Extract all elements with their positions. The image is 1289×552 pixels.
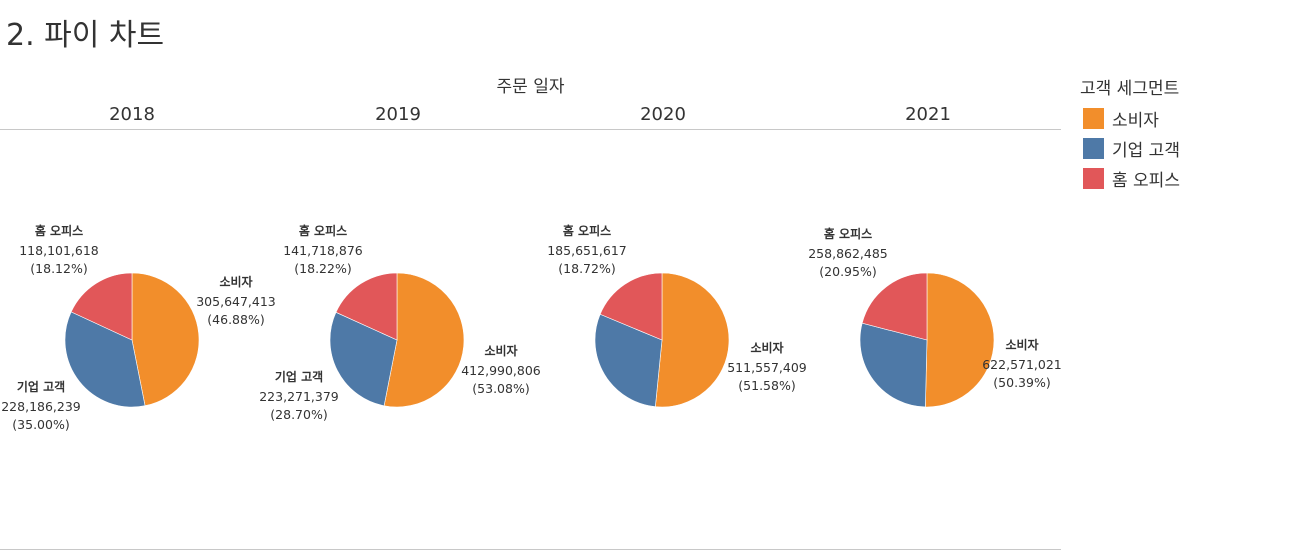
pie-label-2018-corporate: 기업 고객 228,186,239 (35.00%) (1, 379, 81, 432)
legend: 고객 세그먼트 소비자 기업 고객 홈 오피스 (1080, 74, 1180, 193)
pie-slice-2019-consumer[interactable] (383, 272, 465, 408)
legend-item-consumer[interactable]: 소비자 (1080, 103, 1180, 133)
pie-slice-2020-home-office[interactable] (599, 272, 663, 341)
column-header: 주문 일자 (496, 77, 565, 97)
pie-label-2018-home-office: 홈 오피스 118,101,618 (18.12%) (19, 223, 99, 276)
year-header-2019: 2019 (375, 104, 421, 125)
slice-label-name: 홈 오피스 (824, 226, 872, 241)
page-title: 2. 파이 차트 (6, 18, 165, 53)
slice-label-percent: (51.58%) (738, 378, 795, 393)
slice-label-name: 소비자 (750, 340, 783, 355)
slice-label-name: 소비자 (1005, 337, 1038, 352)
slice-label-value: 118,101,618 (19, 243, 99, 258)
slice-label-value: 185,651,617 (547, 243, 627, 258)
year-header-2020: 2020 (640, 104, 686, 125)
slice-label-value: 228,186,239 (1, 399, 81, 414)
pie-slice-2018-consumer[interactable] (131, 272, 200, 407)
slice-label-percent: (46.88%) (207, 312, 264, 327)
pie-label-2020-home-office: 홈 오피스 185,651,617 (18.72%) (547, 223, 627, 276)
legend-swatch-corporate (1083, 137, 1104, 159)
pie-label-2019-corporate: 기업 고객 223,271,379 (28.70%) (259, 369, 339, 422)
slice-label-name: 소비자 (219, 274, 252, 289)
slice-label-value: 223,271,379 (259, 389, 339, 404)
slice-label-percent: (28.70%) (270, 407, 327, 422)
slice-label-percent: (20.95%) (819, 264, 876, 279)
slice-label-name: 소비자 (484, 343, 517, 358)
slice-label-value: 622,571,021 (982, 357, 1061, 372)
slice-label-percent: (35.00%) (12, 417, 69, 432)
pie-charts: 소비자 305,647,413 (46.88%) 기업 고객 228,186,239 (3… (1, 223, 1061, 432)
pie-slice-2019-home-office[interactable] (335, 272, 398, 341)
slice-label-name: 홈 오피스 (299, 223, 347, 238)
slice-label-name: 기업 고객 (275, 369, 323, 384)
legend-label-consumer: 소비자 (1112, 110, 1159, 131)
slice-label-percent: (18.22%) (294, 261, 351, 276)
pie-label-2018-consumer: 소비자 305,647,413 (46.88%) (196, 274, 276, 327)
year-header-2018: 2018 (109, 104, 155, 125)
pie-slice-2018-corporate[interactable] (64, 311, 146, 408)
slice-label-value: 305,647,413 (196, 294, 276, 309)
slice-label-value: 511,557,409 (727, 360, 807, 375)
pie-label-2019-consumer: 소비자 412,990,806 (53.08%) (461, 343, 541, 396)
slice-label-name: 홈 오피스 (563, 223, 611, 238)
legend-label-corporate: 기업 고객 (1112, 140, 1180, 161)
legend-swatch-home-office (1083, 167, 1104, 189)
legend-title: 고객 세그먼트 (1080, 79, 1180, 99)
pie-slice-2018-home-office[interactable] (70, 272, 133, 341)
pie-slice-2021-consumer[interactable] (925, 272, 995, 408)
header-divider (0, 129, 1061, 130)
pie-label-2020-consumer: 소비자 511,557,409 (51.58%) (727, 340, 807, 393)
slice-label-name: 기업 고객 (17, 379, 65, 394)
slice-label-value: 412,990,806 (461, 363, 541, 378)
pie-slice-2021-home-office[interactable] (861, 272, 928, 341)
legend-item-corporate[interactable]: 기업 고객 (1080, 133, 1180, 163)
pie-label-2021-home-office: 홈 오피스 258,862,485 (20.95%) (808, 226, 888, 279)
pie-slice-2020-corporate[interactable] (594, 313, 663, 407)
slice-label-value: 141,718,876 (283, 243, 363, 258)
pie-slice-2019-corporate[interactable] (329, 311, 398, 407)
slice-label-value: 258,862,485 (808, 246, 888, 261)
slice-label-percent: (18.72%) (558, 261, 615, 276)
pie-slice-2021-corporate[interactable] (859, 322, 928, 408)
year-header-2021: 2021 (905, 104, 951, 125)
slice-label-percent: (18.12%) (30, 261, 87, 276)
legend-item-home-office[interactable]: 홈 오피스 (1080, 163, 1180, 193)
slice-label-percent: (53.08%) (472, 381, 529, 396)
legend-swatch-consumer (1083, 107, 1104, 129)
slice-label-percent: (50.39%) (993, 375, 1050, 390)
bottom-divider (0, 549, 1061, 550)
pie-slice-2020-consumer[interactable] (655, 272, 730, 408)
pie-label-2021-consumer: 소비자 622,571,021 (50.39%) (982, 337, 1061, 390)
pie-label-2019-home-office: 홈 오피스 141,718,876 (18.22%) (283, 223, 363, 276)
slice-label-name: 홈 오피스 (35, 223, 83, 238)
legend-label-home-office: 홈 오피스 (1112, 170, 1180, 191)
